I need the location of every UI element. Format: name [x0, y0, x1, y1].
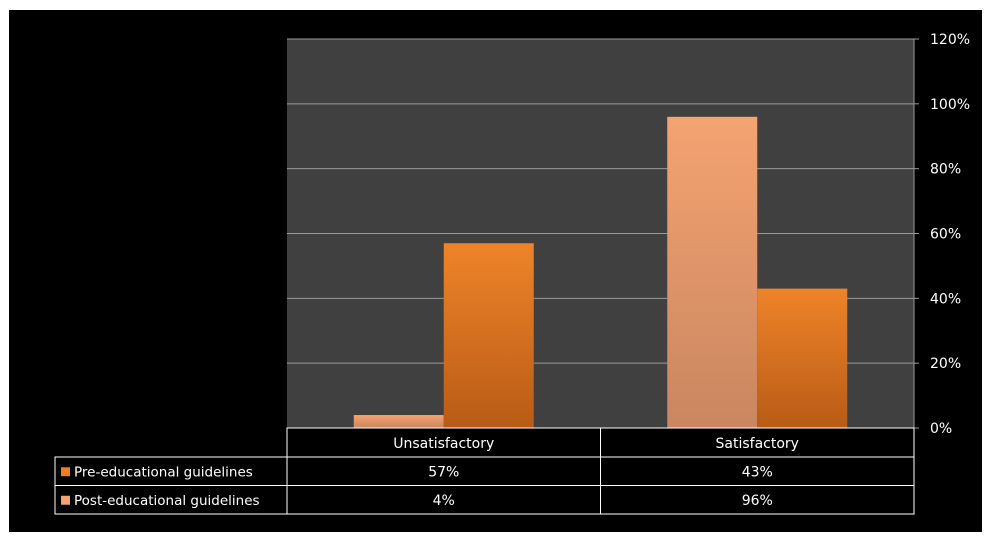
legend-label: Pre-educational guidelines	[74, 464, 253, 480]
y-tick-label: 20%	[930, 356, 961, 372]
legend-label: Post-educational guidelines	[74, 493, 260, 509]
legend-swatch	[61, 495, 70, 505]
table-cell-value: 43%	[742, 464, 773, 480]
table-cell-value: 57%	[428, 464, 459, 480]
y-tick-label: 100%	[930, 97, 970, 113]
y-tick-label: 40%	[930, 291, 961, 307]
category-label: Unsatisfactory	[393, 436, 494, 452]
y-tick-label: 80%	[930, 162, 961, 178]
bar-pre-educational-guidelinesunsatisfactory	[443, 243, 534, 428]
y-tick-label: 120%	[930, 32, 970, 48]
category-label: Satisfactory	[716, 436, 799, 452]
y-axis: 0% 20% 40% 60% 80% 100% 120%	[930, 32, 970, 437]
bar-pre-educational-guidelinessatisfactory	[757, 288, 848, 428]
bars-layer	[353, 116, 848, 429]
bar-post-educational-guidelinesunsatisfactory	[353, 415, 444, 428]
legend-swatch	[61, 467, 70, 477]
table-cell-value: 96%	[742, 493, 773, 509]
data-table: Unsatisfactory Satisfactory Pre-educationa…	[54, 427, 915, 515]
y-tick-label: 0%	[930, 421, 952, 437]
table-cell-value: 4%	[433, 493, 455, 509]
y-tick-label: 60%	[930, 227, 961, 243]
bar-post-educational-guidelinessatisfactory	[667, 116, 758, 429]
